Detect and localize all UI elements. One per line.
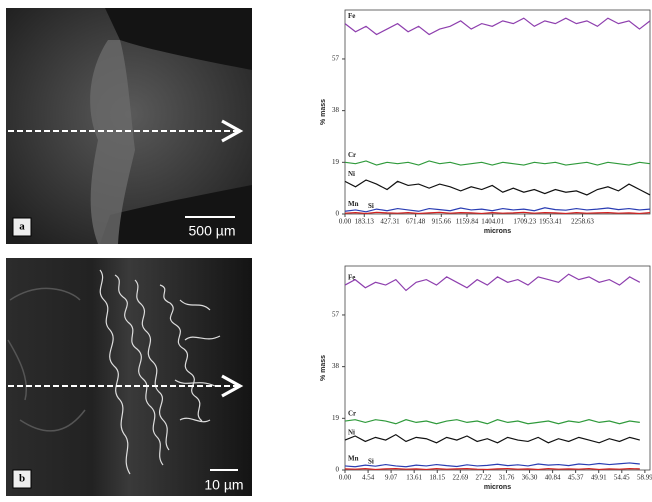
y-tick-label: 0 [336, 466, 340, 474]
x-axis-label: microns [484, 228, 511, 235]
x-tick-label: 36.30 [522, 474, 538, 482]
y-axis-label: % mass [320, 355, 327, 381]
x-axis-label: microns [484, 484, 511, 491]
x-tick-label: 1709.23 [513, 218, 536, 226]
line-series [344, 160, 651, 166]
y-tick-label: 57 [332, 55, 340, 63]
panel-label: b [19, 473, 25, 485]
sem-image-b: b 10 µm [6, 258, 252, 496]
x-tick-label: 0.00 [339, 218, 352, 226]
line-series [344, 207, 651, 213]
series-label: Mn [348, 200, 359, 208]
line-series [344, 419, 640, 425]
x-tick-label: 45.37 [568, 474, 584, 482]
x-tick-label: 31.76 [499, 474, 515, 482]
x-tick-label: 49.91 [591, 474, 607, 482]
x-tick-label: 427.31 [380, 218, 400, 226]
plot-frame [344, 9, 651, 215]
scale-bar: 500 µm [189, 223, 236, 239]
x-tick-label: 13.61 [406, 474, 422, 482]
x-tick-label: 40.84 [545, 474, 561, 482]
x-tick-label: 1159.84 [456, 218, 479, 226]
panel-label: a [19, 221, 25, 233]
x-tick-label: 671.48 [406, 218, 426, 226]
series-label: Fe [348, 12, 355, 20]
series-label: Cr [348, 410, 356, 418]
line-series [344, 179, 651, 196]
plot-frame [344, 265, 651, 471]
series-label: Cr [348, 151, 356, 159]
line-series [344, 17, 651, 36]
x-tick-label: 18.15 [429, 474, 445, 482]
scale-bar: 10 µm [204, 477, 243, 493]
x-tick-label: 2258.63 [571, 218, 594, 226]
x-tick-label: 9.07 [385, 474, 398, 482]
x-tick-label: 183.13 [355, 218, 375, 226]
line-series [344, 468, 640, 471]
x-tick-label: 58.99 [637, 474, 652, 482]
x-tick-label: 915.66 [432, 218, 452, 226]
y-tick-label: 0 [336, 210, 340, 218]
x-tick-label: 54.45 [614, 474, 630, 482]
x-tick-label: 4.54 [362, 474, 375, 482]
series-label: Mn [348, 455, 359, 463]
line-series [344, 273, 641, 292]
x-tick-label: 22.69 [452, 474, 468, 482]
series-label: Ni [348, 429, 355, 437]
x-tick-label: 1404.01 [481, 218, 504, 226]
y-tick-label: 38 [332, 106, 340, 114]
series-label: Si [368, 202, 374, 210]
y-axis-label: % mass [320, 99, 327, 125]
series-label: Ni [348, 170, 355, 178]
x-tick-label: 1953.41 [539, 218, 562, 226]
line-series [344, 462, 640, 468]
sem-image-a: a 500 µm [6, 8, 252, 244]
x-tick-label: 0.00 [339, 474, 352, 482]
y-tick-label: 19 [332, 414, 340, 422]
y-tick-label: 57 [332, 311, 340, 319]
line-series [344, 211, 651, 215]
series-label: Si [368, 458, 374, 466]
line-series [344, 433, 640, 444]
x-tick-label: 27.22 [475, 474, 491, 482]
series-label: Fe [348, 274, 355, 282]
y-tick-label: 19 [332, 158, 340, 166]
y-tick-label: 38 [332, 362, 340, 370]
